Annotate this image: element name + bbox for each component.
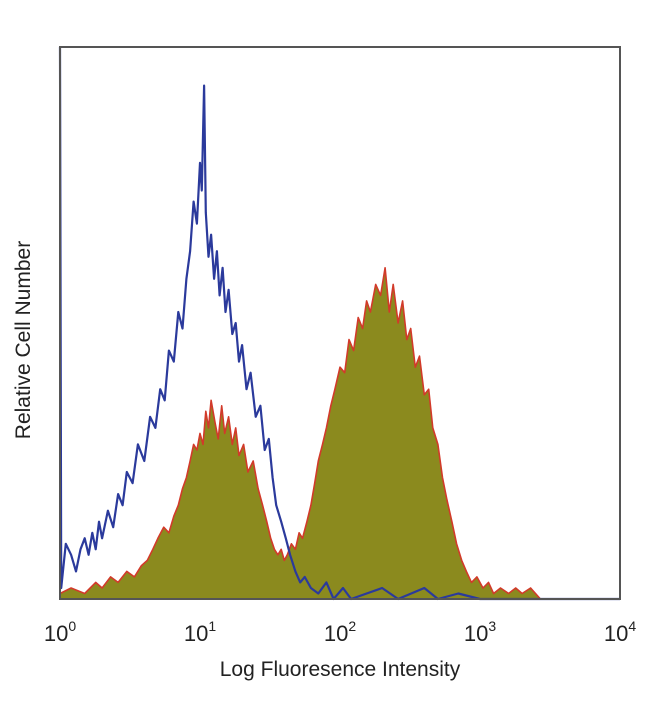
- plot-frame: [59, 46, 621, 600]
- x-tick-label-2: 102: [324, 618, 356, 646]
- histogram-fill-stained: [60, 267, 620, 599]
- histogram-line-stained: [59, 267, 620, 600]
- histogram-line-control: [58, 46, 620, 601]
- series-layer: [58, 46, 620, 601]
- y-axis-title: Relative Cell Number: [12, 241, 35, 439]
- x-tick-label-1: 101: [184, 618, 216, 646]
- x-tick-label-4: 104: [604, 618, 636, 646]
- x-tick-label-3: 103: [464, 618, 496, 646]
- x-tick-labels: 100 101 102 103 104: [44, 618, 636, 646]
- x-tick-label-0: 100: [44, 618, 76, 646]
- x-axis-title: Log Fluoresence Intensity: [220, 658, 461, 681]
